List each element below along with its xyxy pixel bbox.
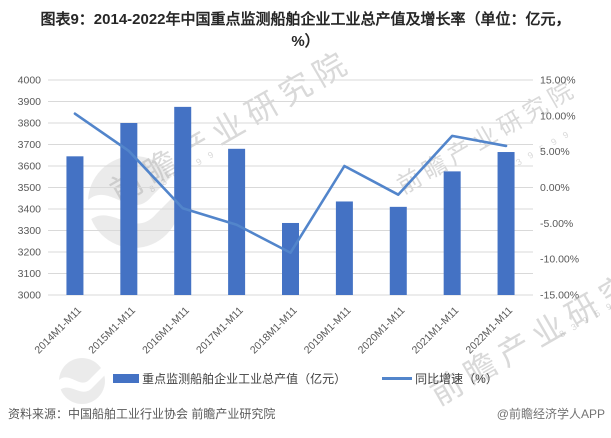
y-axis-tick-label-left: 3400 bbox=[18, 204, 42, 216]
y-axis-tick-label-left: 3800 bbox=[18, 118, 42, 130]
y-axis-tick-label-left: 3600 bbox=[18, 161, 42, 173]
y-axis-tick-label-right: -5.00% bbox=[540, 218, 573, 230]
bar-2016M1-M11 bbox=[174, 106, 192, 295]
bar-2015M1-M11 bbox=[120, 123, 138, 295]
y-axis-tick-label-left: 3700 bbox=[18, 139, 42, 151]
x-axis-label: 2015M1-M11 bbox=[86, 305, 138, 357]
y-axis-tick-label-left: 3300 bbox=[18, 225, 42, 237]
x-axis-label: 2022M1-M11 bbox=[463, 305, 515, 357]
legend-label-growth-rate: 同比增速（%） bbox=[415, 372, 498, 386]
y-axis-tick-label-left: 3500 bbox=[18, 182, 42, 194]
x-axis-label: 2018M1-M11 bbox=[248, 305, 300, 357]
bar-2017M1-M11 bbox=[228, 148, 246, 295]
y-axis-tick-label-left: 3900 bbox=[18, 96, 42, 108]
bar-2014M1-M11 bbox=[66, 156, 84, 295]
chart-plot-area: 4000 3900 3800 3700 3600 3500 3400 3300 3200 3100… bbox=[18, 75, 579, 357]
y-axis-tick-label-right: 15.00% bbox=[540, 75, 576, 87]
bar-2021M1-M11 bbox=[443, 171, 461, 295]
bar-2020M1-M11 bbox=[389, 206, 407, 295]
y-axis-tick-label-right: 0.00% bbox=[540, 182, 570, 194]
y-axis-tick-label-right: 5.00% bbox=[540, 146, 570, 158]
bar-2022M1-M11 bbox=[497, 152, 515, 295]
legend-item-growth-rate: 同比增速（%） bbox=[382, 370, 498, 387]
y-axis-tick-label-left: 3200 bbox=[18, 247, 42, 259]
x-axis-label: 2016M1-M11 bbox=[140, 305, 192, 357]
growth-rate-line bbox=[73, 112, 508, 255]
bar-series-swatch-icon bbox=[113, 374, 140, 383]
x-axis-label: 2019M1-M11 bbox=[302, 305, 354, 357]
legend-item-output-value: 重点监测船舶企业工业总产值（亿元） bbox=[113, 370, 346, 387]
bar-2019M1-M11 bbox=[335, 201, 353, 295]
footer-source-text: 资料来源：中国船舶工业行业协会 前瞻产业研究院 bbox=[8, 407, 276, 421]
y-axis-tick-label-left: 3100 bbox=[18, 268, 42, 280]
y-axis-tick-label-right: -15.00% bbox=[540, 290, 579, 302]
line-series-swatch-icon bbox=[382, 377, 413, 380]
x-axis-label: 2017M1-M11 bbox=[194, 305, 246, 357]
y-axis-tick-label-left: 4000 bbox=[18, 75, 42, 87]
chart-title: 图表9：2014-2022年中国重点监测船舶企业工业总产值及增长率（单位：亿元，… bbox=[40, 11, 571, 50]
chart-legend: 重点监测船舶企业工业总产值（亿元） 同比增速（%） bbox=[0, 370, 611, 387]
x-axis-label: 2014M1-M11 bbox=[32, 305, 84, 357]
x-axis-label: 2020M1-M11 bbox=[356, 305, 408, 357]
x-axis-label: 2021M1-M11 bbox=[410, 305, 462, 357]
y-axis-tick-label-right: 10.00% bbox=[540, 110, 576, 122]
y-axis-tick-label-left: 3000 bbox=[18, 290, 42, 302]
legend-label-output-value: 重点监测船舶企业工业总产值（亿元） bbox=[142, 372, 347, 386]
footer-credit-text: @前瞻经济学人APP bbox=[496, 407, 605, 421]
bar-2018M1-M11 bbox=[282, 222, 299, 295]
y-axis-tick-label-right: -10.00% bbox=[540, 254, 579, 266]
